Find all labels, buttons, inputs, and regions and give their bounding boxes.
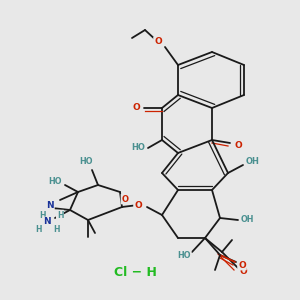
Text: H: H xyxy=(39,211,45,220)
Text: H: H xyxy=(57,211,63,220)
Text: O: O xyxy=(154,38,162,46)
Text: O: O xyxy=(239,268,247,277)
Text: O: O xyxy=(238,260,246,269)
Text: HO: HO xyxy=(48,176,62,185)
Text: O: O xyxy=(134,200,142,209)
Text: O: O xyxy=(132,103,140,112)
Text: HO: HO xyxy=(131,143,145,152)
Text: O: O xyxy=(234,140,242,149)
Text: OH: OH xyxy=(246,158,260,166)
Text: N: N xyxy=(43,218,51,226)
Text: HO: HO xyxy=(177,251,191,260)
Text: H: H xyxy=(53,226,59,235)
Text: N: N xyxy=(46,200,54,209)
Text: O: O xyxy=(122,194,128,203)
Text: HO: HO xyxy=(79,158,93,166)
Text: OH: OH xyxy=(240,215,254,224)
Text: H: H xyxy=(35,226,41,235)
Text: Cl − H: Cl − H xyxy=(114,266,156,280)
